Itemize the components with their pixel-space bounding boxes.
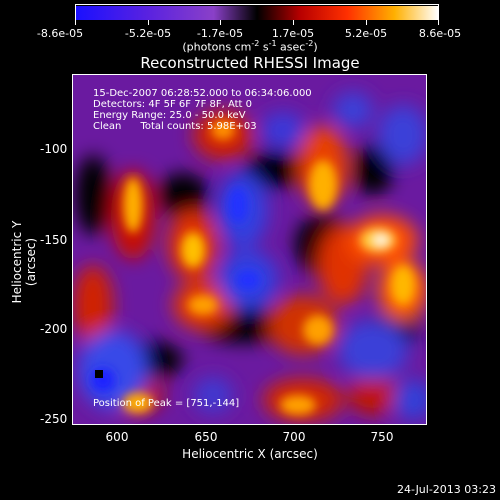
y-tick-label: -150 [40, 233, 68, 247]
colorbar-label: -8.6e-05 [36, 27, 84, 40]
y-tick-label: -200 [40, 322, 68, 336]
image-title: Reconstructed RHESSI Image [140, 54, 360, 72]
colorbar [75, 4, 439, 20]
colorbar-tick [366, 20, 367, 25]
colorbar-tick [148, 20, 149, 25]
info-clean: Clean Total counts: 5.98E+03 [93, 121, 257, 132]
colorbar-label: -1.7e-05 [196, 27, 244, 40]
colorbar-label: 5.2e-05 [344, 27, 388, 40]
colorbar-tick [293, 20, 294, 25]
colorbar-tick [75, 20, 76, 25]
colorbar-units: (photons cm-2 s-1 asec-2) [182, 39, 318, 54]
minimum-marker [95, 370, 103, 378]
colorbar-label: 8.6e-05 [418, 27, 462, 40]
colorbar-label: 1.7e-05 [271, 27, 315, 40]
y-axis-label: Heliocentric Y (arcsec) [10, 220, 38, 304]
colorbar-label: -5.2e-05 [124, 27, 172, 40]
peak-position: Position of Peak = [751,-144] [93, 398, 240, 409]
x-axis-label: Heliocentric X (arcsec) [182, 447, 318, 461]
info-detectors: Detectors: 4F 5F 6F 7F 8F, Att 0 [93, 99, 253, 110]
colorbar-gradient [76, 6, 438, 20]
x-tick-label: 600 [105, 430, 129, 444]
rhessi-image-plot: 15-Dec-2007 06:28:52.000 to 06:34:06.000… [72, 74, 427, 425]
rhessi-image [73, 75, 426, 424]
x-tick-label: 750 [370, 430, 394, 444]
info-energy: Energy Range: 25.0 - 50.0 keV [93, 110, 246, 121]
x-tick-label: 700 [282, 430, 306, 444]
colorbar-tick [220, 20, 221, 25]
info-text: 15-Dec-2007 06:28:52.000 to 06:34:06.000… [93, 88, 312, 132]
footer-date: 24-Jul-2013 03:23 [396, 483, 496, 496]
y-tick-label: -250 [40, 412, 68, 426]
colorbar-tick [438, 20, 439, 25]
y-tick-label: -100 [40, 142, 68, 156]
info-time: 15-Dec-2007 06:28:52.000 to 06:34:06.000 [93, 88, 312, 99]
x-tick-label: 650 [194, 430, 218, 444]
